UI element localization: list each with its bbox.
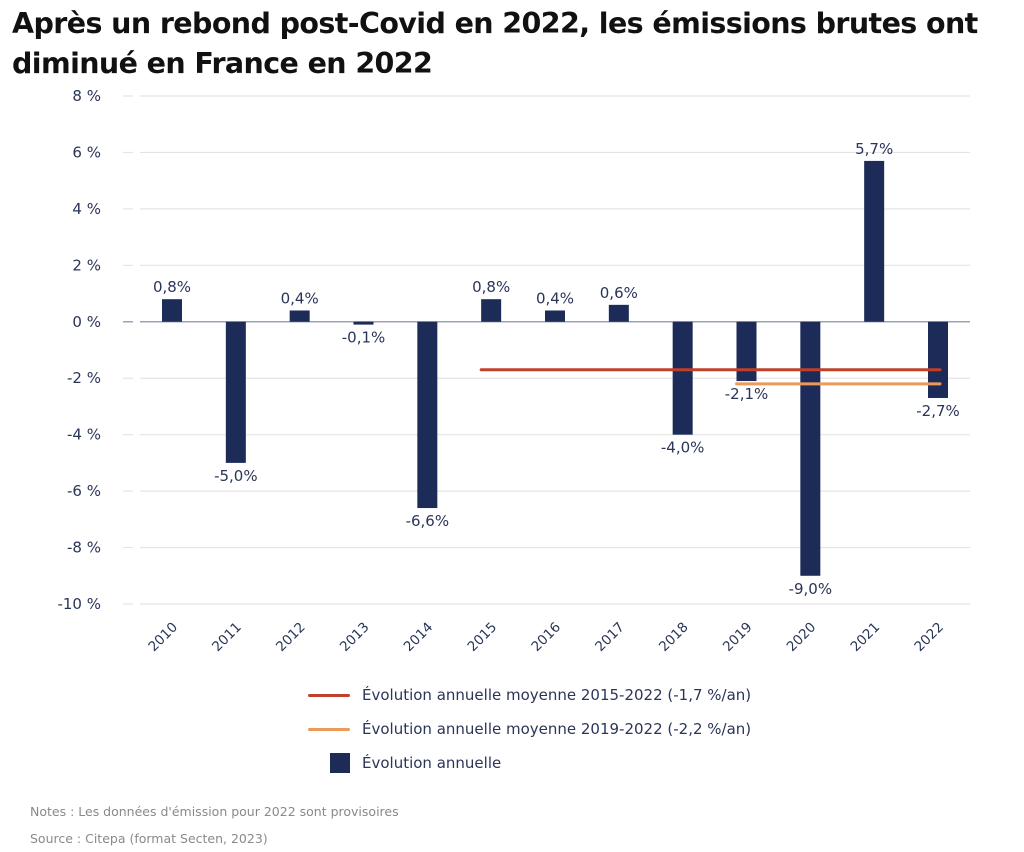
bar-chart: 8 % 6 % 4 % 2 % 0 % -2 % -4 % -6 % -8 % -10 % 0,8%… [57,87,970,655]
legend-label: Évolution annuelle moyenne 2019-2022 (-2… [362,720,752,738]
bar [928,321,948,398]
bar [736,321,757,382]
chart-notes: Notes : Les données d'émission pour 2022… [30,798,399,852]
data-label: 0,8% [472,278,510,296]
legend-line-swatch [308,727,350,731]
bar [162,299,182,322]
data-label: -2,7% [916,402,960,420]
data-label: 0,4% [536,289,574,307]
legend-item-annual: Évolution annuelle [308,746,751,780]
data-label: -5,0% [214,467,258,485]
chart-title: Après un rebond post-Covid en 2022, les … [12,7,978,80]
x-tick-label: 2020 [784,619,820,655]
x-tick-label: 2022 [911,619,947,655]
data-label: 0,8% [153,278,191,296]
x-tick-label: 2012 [273,619,309,655]
y-tick-label: -2 % [67,369,101,387]
bar [417,321,438,509]
x-tick-label: 2010 [145,619,181,655]
y-tick-label: 2 % [72,256,101,274]
bar [608,304,629,322]
data-label: -0,1% [342,329,386,347]
data-label: 0,6% [600,284,638,302]
legend-item-avg-2019-2022: Évolution annuelle moyenne 2019-2022 (-2… [308,712,751,746]
data-label: 0,4% [281,289,319,307]
legend-item-avg-2015-2022: Évolution annuelle moyenne 2015-2022 (-1… [308,678,751,712]
data-label: -6,6% [406,512,450,530]
bar [672,321,693,435]
y-tick-label: 8 % [72,87,101,105]
legend-line-swatch [308,693,350,697]
x-tick-label: 2013 [337,619,373,655]
legend-label: Évolution annuelle moyenne 2015-2022 (-1… [362,686,752,704]
y-tick-label: -4 % [67,426,101,444]
x-tick-label: 2021 [848,619,884,655]
bar [545,310,565,322]
note-text: Notes : Les données d'émission pour 2022… [30,804,399,819]
y-tick-label: -10 % [57,595,101,613]
y-tick-label: 6 % [72,143,101,161]
x-tick-label: 2019 [720,619,756,655]
bar [800,321,821,576]
y-tick-label: 4 % [72,200,101,218]
y-tick-label: -8 % [67,539,101,557]
bar [864,160,885,322]
bar [289,310,310,322]
x-tick-label: 2011 [209,619,245,655]
bar [225,321,246,463]
data-label: -4,0% [661,439,705,457]
x-tick-label: 2017 [592,619,628,655]
data-label: -9,0% [789,580,833,598]
legend-label: Évolution annuelle [362,754,502,772]
bar [353,321,374,325]
data-label: 5,7% [855,140,893,158]
x-tick-label: 2018 [656,619,692,655]
x-tick-label: 2014 [401,619,437,655]
legend: Évolution annuelle moyenne 2015-2022 (-1… [308,678,751,780]
y-tick-label: 0 % [72,313,101,331]
legend-box-swatch [330,753,350,773]
x-tick-label: 2015 [465,619,501,655]
x-tick-label: 2016 [528,619,564,655]
source-text: Source : Citepa (format Secten, 2023) [30,831,268,846]
y-tick-label: -6 % [67,482,101,500]
data-label: -2,1% [725,385,769,403]
bar [481,299,502,322]
